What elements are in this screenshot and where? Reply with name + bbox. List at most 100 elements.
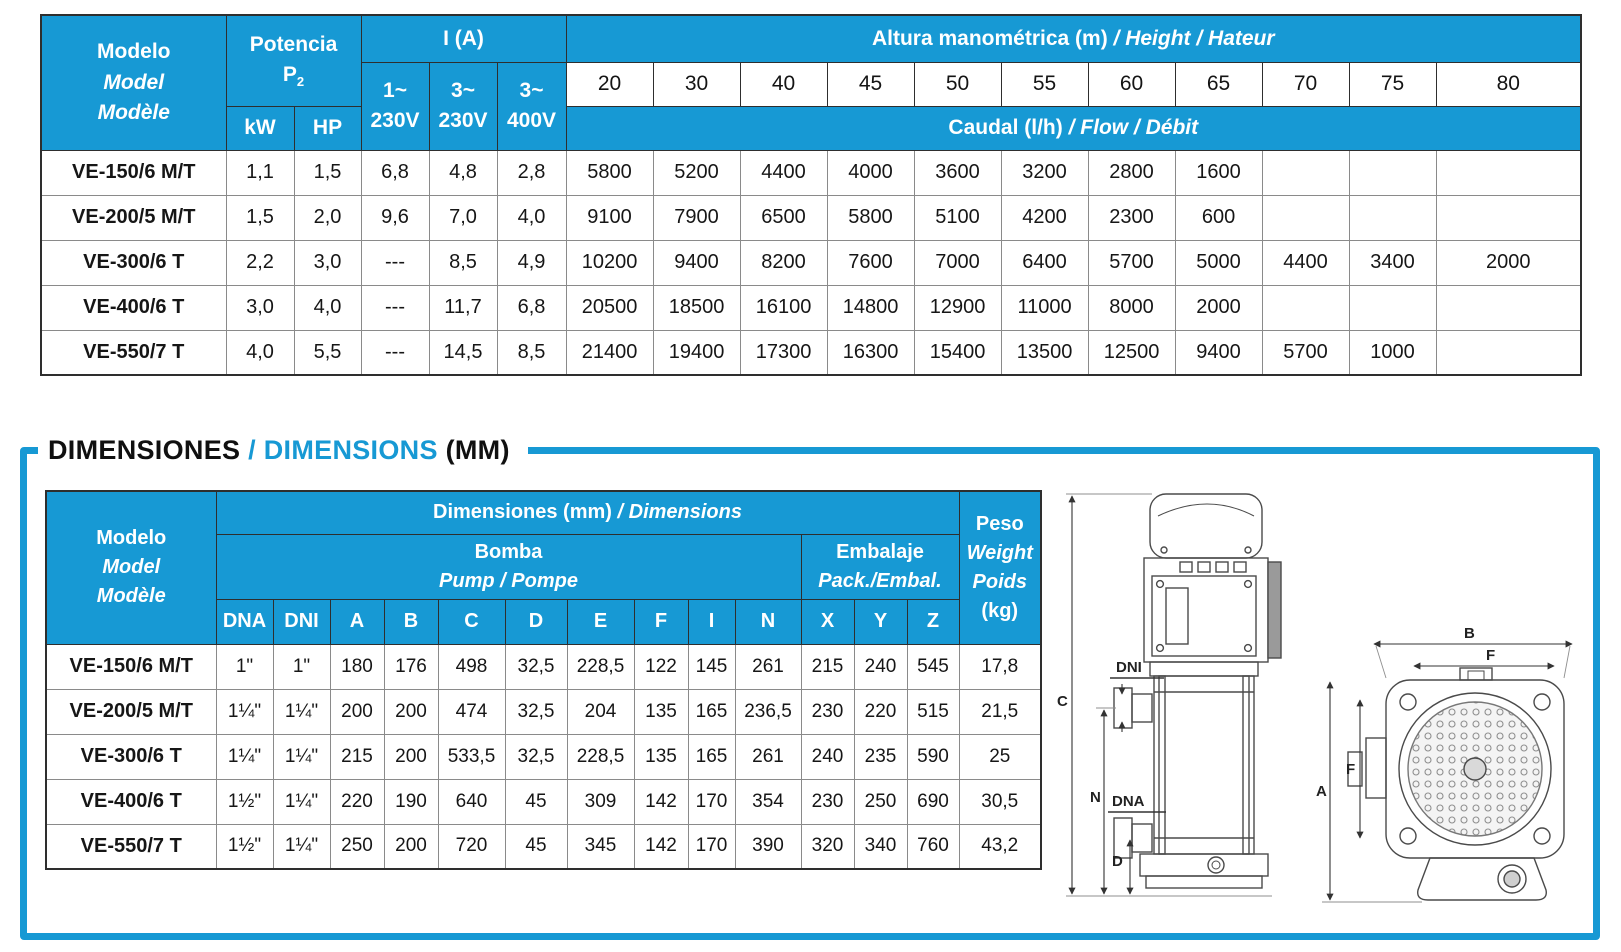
flow-cell [1435,329,1582,376]
dim-value-cell: 1¼" [215,688,274,735]
extension-lines-front [1322,645,1571,903]
flow-cell: 9400 [1174,329,1263,376]
dim-col-header-x: X [800,598,855,645]
model-header-es: Modelo [97,40,171,64]
dim-value-cell: 32,5 [504,733,568,780]
flow-cell: 600 [1174,194,1263,241]
dim-col-header-n: N [734,598,802,645]
dim-value-cell: 135 [633,688,689,735]
flow-cell [1261,149,1350,196]
model-cell: VE-200/5 M/T [40,194,227,241]
flow-cell [1348,284,1437,331]
power-symbol: P2 [282,62,305,90]
flow-cell [1348,149,1437,196]
flow-cell: 10200 [565,239,654,286]
dim-value-cell: 228,5 [566,733,635,780]
dim-col-header-a: A [329,598,385,645]
head-value-70: 70 [1261,61,1350,107]
flow-cell: 4200 [1000,194,1089,241]
head-value-75: 75 [1348,61,1437,107]
current-3-230-cell: 8,5 [428,239,498,286]
dim-value-cell: 215 [329,733,385,780]
dimensions-table-row: VE-150/6 M/T 1" 1" 180 176 498 32,5 228,5 122 145… [45,643,1042,690]
model-cell: VE-150/6 M/T [40,149,227,196]
flow-cell [1435,194,1582,241]
hp-header: HP [293,105,362,151]
dim-value-cell: 25 [958,733,1042,780]
model-cell: VE-400/6 T [45,778,217,825]
fan-hub [1463,757,1487,781]
pump-base [1139,853,1269,877]
current-3-230-header: 3~ 230V [428,61,498,151]
dim-value-cell: 309 [566,778,635,825]
flow-cell: 15400 [913,329,1002,376]
dim-value-cell: 720 [437,823,506,870]
current-3-230-cell: 14,5 [428,329,498,376]
dim-label-f-left: F [1346,761,1355,778]
title-part-es: DIMENSIONES [48,434,249,465]
flow-cell: 6500 [739,194,828,241]
flow-cell: 3200 [1000,149,1089,196]
dim-value-cell: 590 [906,733,960,780]
kw-cell: 1,5 [225,194,295,241]
dim-value-cell: 230 [800,688,855,735]
dimension-lines [1068,495,1134,895]
flow-cell: 5200 [652,149,741,196]
dim-value-cell: 165 [687,733,736,780]
dim-value-cell: 1¼" [272,778,331,825]
flow-cell: 7000 [913,239,1002,286]
dim-value-cell: 230 [800,778,855,825]
flow-cell: 8200 [739,239,828,286]
model-cell: VE-550/7 T [40,329,227,376]
flow-cell: 1600 [1174,149,1263,196]
dim-col-header-f: F [633,598,689,645]
dim-value-cell: 1" [272,643,331,690]
current-1-230-header: 1~ 230V [360,61,430,151]
dim-label-f-top: F [1486,647,1495,664]
head-value-50: 50 [913,61,1002,107]
dim-value-cell: 204 [566,688,635,735]
flow-cell: 7600 [826,239,915,286]
dim-value-cell: 215 [800,643,855,690]
current-3-230-cell: 4,8 [428,149,498,196]
flow-cell: 11000 [1000,284,1089,331]
dim-col-header-i: I [687,598,736,645]
dim-col-header-dni: DNI [272,598,331,645]
flow-cell: 8000 [1087,284,1176,331]
flow-cell: 5800 [565,149,654,196]
flow-cell: 4000 [826,149,915,196]
dim-value-cell: 190 [383,778,439,825]
flow-cell: 2000 [1435,239,1582,286]
head-value-80: 80 [1435,61,1582,107]
flow-cell: 12500 [1087,329,1176,376]
dim-value-cell: 1½" [215,823,274,870]
model-cell: VE-400/6 T [40,284,227,331]
dim-value-cell: 200 [383,733,439,780]
dim-value-cell: 533,5 [437,733,506,780]
dim-value-cell: 545 [906,643,960,690]
current-1-230-cell: 9,6 [360,194,430,241]
dim-col-header-e: E [566,598,635,645]
dim-col-header-y: Y [853,598,908,645]
flow-cell: 18500 [652,284,741,331]
flow-cell: 14800 [826,284,915,331]
pump-front-view-diagram: B F A F [1316,625,1573,903]
current-3-400-cell: 2,8 [496,149,567,196]
dim-value-cell: 1¼" [272,823,331,870]
kw-cell: 2,2 [225,239,295,286]
head-value-20: 20 [565,61,654,107]
flow-cell: 5000 [1174,239,1263,286]
dim-value-cell: 1" [215,643,274,690]
head-title-italic: / Height / Hateur [1113,26,1275,50]
flow-cell: 5700 [1087,239,1176,286]
flow-cell: 9400 [652,239,741,286]
flow-title-italic: / Flow / Débit [1068,116,1199,139]
flow-band-header: Caudal (l/h) / Flow / Débit [565,105,1582,151]
dim-value-cell: 135 [633,733,689,780]
dim-value-cell: 170 [687,823,736,870]
side-port [1365,737,1387,799]
current-1-230-cell: --- [360,239,430,286]
head-value-40: 40 [739,61,828,107]
dim-value-cell: 30,5 [958,778,1042,825]
